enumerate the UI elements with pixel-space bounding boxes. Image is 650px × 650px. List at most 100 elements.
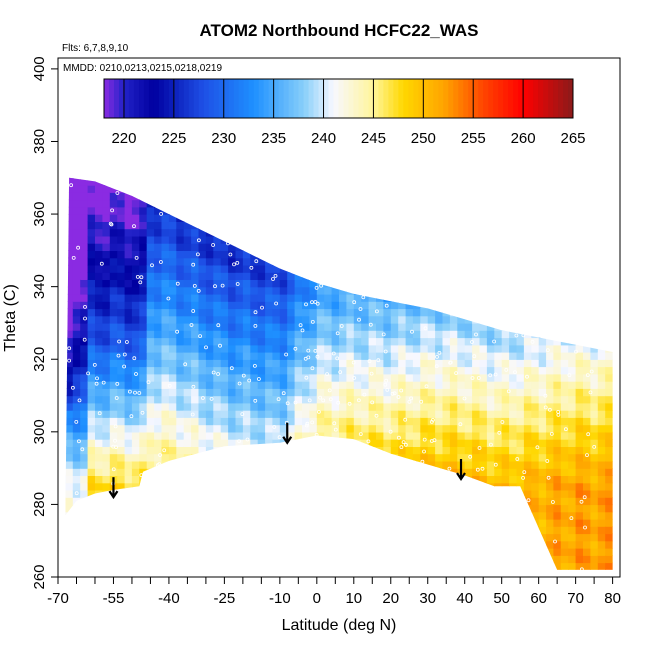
heat-cell bbox=[324, 381, 333, 389]
sample-point bbox=[556, 409, 561, 414]
heat-cell bbox=[139, 511, 148, 520]
heat-cell bbox=[191, 330, 200, 339]
heat-cell bbox=[176, 540, 185, 549]
heat-cell bbox=[538, 344, 547, 353]
heat-cell bbox=[205, 439, 214, 447]
heat-cell bbox=[509, 460, 518, 469]
heat-cell bbox=[235, 352, 244, 360]
heat-cell bbox=[102, 431, 111, 440]
heat-cell bbox=[501, 482, 510, 491]
heat-cell bbox=[486, 410, 495, 418]
heat-cell bbox=[131, 555, 140, 564]
heat-cell bbox=[109, 381, 118, 389]
heat-cell bbox=[65, 264, 66, 273]
heat-cell bbox=[117, 359, 126, 368]
heat-cell bbox=[95, 359, 103, 368]
sample-point bbox=[192, 283, 197, 288]
heat-cell bbox=[235, 497, 244, 506]
heat-cell bbox=[546, 417, 555, 426]
heat-cell bbox=[523, 446, 532, 455]
heat-cell bbox=[131, 562, 140, 570]
heat-cell bbox=[346, 482, 355, 491]
heat-cell bbox=[523, 330, 532, 339]
heat-cell bbox=[331, 555, 340, 564]
heat-cell bbox=[265, 475, 274, 484]
heat-cell bbox=[449, 337, 458, 346]
heat-cell bbox=[220, 497, 229, 506]
heat-cell bbox=[309, 460, 318, 469]
heat-cell bbox=[353, 359, 362, 368]
heat-cell bbox=[560, 475, 569, 484]
heat-cell bbox=[538, 453, 547, 462]
heat-cell bbox=[228, 548, 237, 556]
heat-cell bbox=[605, 460, 613, 469]
sample-point bbox=[530, 339, 535, 344]
heat-cell bbox=[590, 562, 599, 570]
heat-cell bbox=[80, 235, 89, 244]
colorbar-segment bbox=[108, 79, 115, 118]
sample-point bbox=[304, 423, 309, 428]
heat-cell bbox=[279, 250, 288, 259]
heat-cell bbox=[442, 548, 451, 556]
heat-cell bbox=[353, 293, 362, 302]
heat-cell bbox=[109, 526, 118, 535]
heat-cell bbox=[316, 366, 325, 375]
heat-cell bbox=[449, 359, 458, 368]
heat-cell bbox=[124, 475, 133, 484]
heat-cell bbox=[279, 489, 288, 498]
heat-cell bbox=[339, 243, 347, 251]
heat-cell bbox=[72, 206, 81, 215]
heat-cell bbox=[560, 562, 569, 570]
heat-cell bbox=[412, 177, 421, 179]
heat-cell bbox=[250, 475, 259, 484]
heat-cell bbox=[199, 577, 207, 585]
heat-cell bbox=[383, 279, 392, 288]
heat-cell bbox=[516, 337, 525, 346]
heat-cell bbox=[139, 555, 148, 564]
heat-cell bbox=[65, 293, 66, 302]
heat-cell bbox=[154, 228, 163, 237]
heat-cell bbox=[242, 489, 251, 498]
heat-cell bbox=[176, 395, 185, 404]
heat-cell bbox=[72, 185, 81, 193]
heat-cell bbox=[560, 410, 569, 418]
heat-cell bbox=[168, 228, 177, 237]
heat-cell bbox=[449, 250, 458, 259]
heat-cell bbox=[146, 439, 155, 447]
heat-cell bbox=[109, 439, 118, 447]
heat-cell bbox=[250, 446, 259, 455]
heat-cell bbox=[139, 206, 148, 215]
heat-cell bbox=[309, 475, 318, 484]
heat-cell bbox=[279, 228, 288, 237]
colorbar-tick-label: 250 bbox=[411, 130, 436, 147]
heat-cell bbox=[339, 555, 347, 564]
heat-cell bbox=[176, 315, 185, 324]
heat-cell bbox=[139, 286, 148, 295]
heat-cell bbox=[464, 344, 473, 353]
heat-cell bbox=[235, 489, 244, 498]
heat-cell bbox=[154, 468, 163, 476]
heat-cell bbox=[109, 272, 118, 280]
heat-cell bbox=[205, 235, 214, 244]
heat-cell bbox=[361, 315, 370, 324]
heat-cell bbox=[449, 344, 458, 353]
heat-cell bbox=[516, 555, 525, 564]
colorbar-segment bbox=[328, 79, 335, 118]
heat-cell bbox=[220, 402, 229, 411]
heat-cell bbox=[65, 431, 66, 440]
heat-cell bbox=[575, 177, 584, 186]
heat-cell bbox=[316, 264, 325, 273]
heat-cell bbox=[87, 337, 96, 346]
heat-cell bbox=[435, 439, 444, 447]
heat-cell bbox=[464, 504, 473, 513]
heat-cell bbox=[516, 446, 525, 455]
heat-cell bbox=[302, 511, 310, 520]
heat-cell bbox=[294, 337, 303, 346]
heat-cell bbox=[605, 264, 613, 273]
heat-cell bbox=[250, 431, 259, 440]
heat-cell bbox=[220, 344, 229, 353]
heat-cell bbox=[575, 366, 584, 375]
heat-cell bbox=[109, 366, 118, 375]
heat-cell bbox=[168, 533, 177, 542]
heat-cell bbox=[117, 235, 126, 244]
